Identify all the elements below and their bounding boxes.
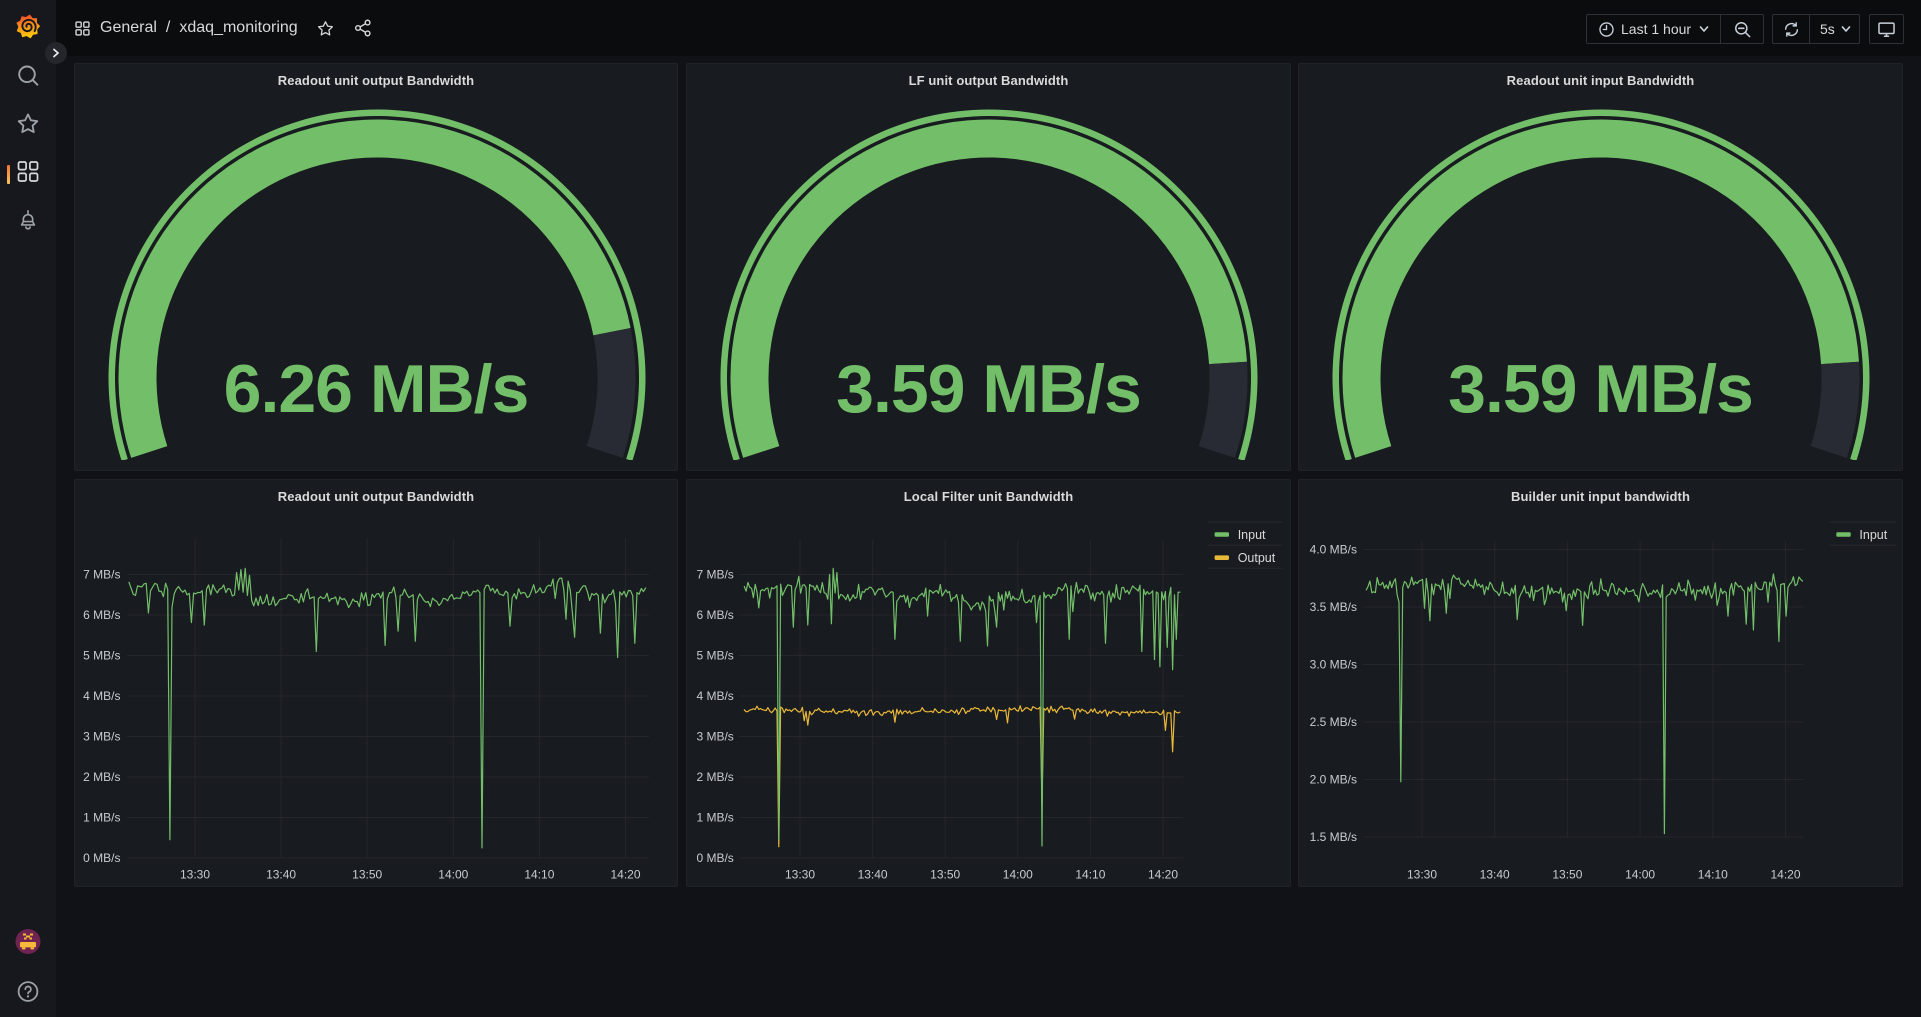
svg-text:3.0 MB/s: 3.0 MB/s	[1310, 658, 1357, 672]
svg-text:14:00: 14:00	[438, 868, 468, 882]
svg-text:6 MB/s: 6 MB/s	[83, 608, 120, 622]
svg-text:5 MB/s: 5 MB/s	[696, 649, 733, 663]
svg-text:0 MB/s: 0 MB/s	[83, 851, 120, 865]
svg-text:2.0 MB/s: 2.0 MB/s	[1310, 773, 1357, 787]
svg-text:1 MB/s: 1 MB/s	[83, 811, 120, 825]
svg-text:3 MB/s: 3 MB/s	[83, 730, 120, 744]
svg-text:14:10: 14:10	[524, 868, 554, 882]
svg-text:0 MB/s: 0 MB/s	[696, 851, 733, 865]
svg-text:13:30: 13:30	[180, 868, 210, 882]
svg-text:6 MB/s: 6 MB/s	[696, 608, 733, 622]
svg-text:13:30: 13:30	[785, 868, 815, 882]
svg-text:4.0 MB/s: 4.0 MB/s	[1310, 543, 1357, 557]
svg-text:14:00: 14:00	[1625, 868, 1655, 882]
svg-text:Input: Input	[1859, 528, 1887, 542]
svg-text:2 MB/s: 2 MB/s	[696, 770, 733, 784]
svg-text:14:20: 14:20	[610, 868, 640, 882]
svg-text:1.5 MB/s: 1.5 MB/s	[1310, 830, 1357, 844]
svg-text:4 MB/s: 4 MB/s	[83, 689, 120, 703]
svg-text:3.5 MB/s: 3.5 MB/s	[1310, 600, 1357, 614]
svg-text:13:50: 13:50	[1552, 868, 1582, 882]
svg-text:13:40: 13:40	[266, 868, 296, 882]
svg-text:14:10: 14:10	[1698, 868, 1728, 882]
svg-text:14:20: 14:20	[1770, 868, 1800, 882]
svg-text:13:50: 13:50	[352, 868, 382, 882]
svg-text:5 MB/s: 5 MB/s	[83, 649, 120, 663]
svg-text:1 MB/s: 1 MB/s	[696, 811, 733, 825]
svg-text:2 MB/s: 2 MB/s	[83, 770, 120, 784]
svg-text:Input: Input	[1238, 528, 1266, 542]
svg-text:13:50: 13:50	[930, 868, 960, 882]
svg-text:14:10: 14:10	[1075, 868, 1105, 882]
svg-text:14:00: 14:00	[1003, 868, 1033, 882]
svg-text:13:30: 13:30	[1407, 868, 1437, 882]
svg-text:13:40: 13:40	[1480, 868, 1510, 882]
svg-text:4 MB/s: 4 MB/s	[696, 689, 733, 703]
svg-text:7 MB/s: 7 MB/s	[696, 568, 733, 582]
svg-text:3 MB/s: 3 MB/s	[696, 730, 733, 744]
svg-text:7 MB/s: 7 MB/s	[83, 568, 120, 582]
svg-text:13:40: 13:40	[858, 868, 888, 882]
svg-text:14:20: 14:20	[1148, 868, 1178, 882]
svg-text:2.5 MB/s: 2.5 MB/s	[1310, 715, 1357, 729]
svg-text:Output: Output	[1238, 551, 1276, 565]
